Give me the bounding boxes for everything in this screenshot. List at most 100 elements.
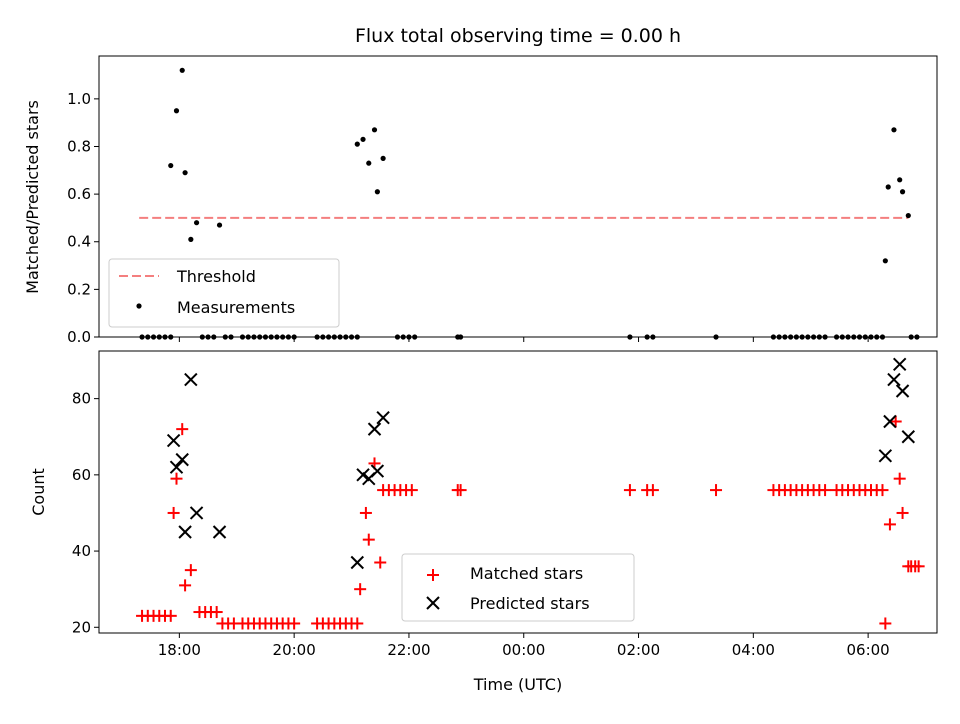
legend-measurements-swatch	[136, 303, 142, 309]
measurement-point	[891, 127, 897, 133]
measurement-point	[374, 189, 380, 195]
ratio-y-axis-label: Matched/Predicted stars	[23, 100, 42, 294]
matched-star-point	[359, 506, 372, 519]
legend-measurements-label: Measurements	[177, 298, 295, 317]
count-marks	[136, 357, 925, 630]
matched-star-point	[883, 518, 896, 531]
ratio-y-tick-label: 0.2	[67, 280, 91, 298]
matched-star-point	[362, 533, 375, 546]
count-y-tick-label: 80	[72, 390, 91, 408]
measurement-point	[216, 222, 223, 228]
count-y-tick-label: 60	[72, 466, 91, 484]
measurement-point	[897, 177, 903, 183]
count-y-tick-label: 20	[72, 618, 91, 636]
matched-star-point	[889, 415, 902, 428]
measurement-point	[168, 162, 174, 169]
ratio-y-tick-label: 0.6	[67, 185, 91, 203]
predicted-star-point	[350, 555, 364, 570]
matched-star-point	[179, 579, 192, 592]
measurement-point	[173, 108, 180, 114]
count-axis-ticks: 20 40 60 80 18:00 20:00 22:00 00:00 02:00 04:00 06…	[72, 390, 890, 659]
measurement-point	[371, 127, 378, 133]
matched-star-point	[164, 609, 177, 622]
measurement-point	[899, 189, 906, 195]
matched-star-point	[374, 556, 387, 569]
matched-star-point	[896, 506, 909, 519]
matched-star-point	[170, 472, 183, 485]
legend-predicted-swatch	[426, 596, 440, 610]
predicted-star-point	[178, 525, 192, 539]
predicted-star-point	[892, 357, 907, 372]
predicted-star-point	[356, 468, 370, 482]
measurement-point	[366, 160, 372, 166]
measurement-point	[188, 236, 194, 242]
measurement-point	[179, 67, 185, 73]
predicted-star-point	[883, 414, 897, 429]
chart-title: Flux total observing time = 0.00 h	[355, 25, 681, 47]
predicted-star-point	[367, 422, 382, 436]
count-y-tick-label: 40	[72, 542, 91, 560]
measurement-point	[885, 184, 891, 190]
predicted-star-point	[887, 372, 901, 387]
matched-star-point	[454, 484, 467, 497]
ratio-axes-frame	[98, 55, 938, 338]
ratio-y-tick-label: 1.0	[67, 90, 91, 108]
matched-star-point	[876, 484, 889, 497]
predicted-star-point	[376, 410, 390, 425]
predicted-star-point	[878, 449, 893, 463]
ratio-legend-box	[108, 258, 340, 328]
ratio-panel: 0.0 0.2 0.4 0.6 0.8 1.0 Matched/Predicted sta…	[23, 55, 938, 346]
matched-star-point	[288, 617, 301, 630]
x-tick-label: 18:00	[158, 641, 201, 659]
count-panel: 20 40 60 80 18:00 20:00 22:00 00:00 02:00 04:00 06…	[29, 350, 938, 694]
matched-star-point	[167, 506, 180, 519]
x-tick-label: 22:00	[387, 641, 430, 659]
legend-threshold-label: Threshold	[176, 267, 256, 286]
matched-star-point	[912, 560, 925, 573]
predicted-star-point	[166, 433, 181, 448]
matched-star-point	[646, 484, 659, 497]
matched-star-point	[879, 617, 892, 630]
matched-star-point	[893, 472, 906, 485]
ratio-legend: Threshold Measurements	[108, 258, 340, 328]
measurement-point	[882, 258, 888, 264]
matched-star-point	[176, 423, 189, 436]
x-tick-label: 20:00	[273, 641, 316, 659]
measurement-point	[354, 141, 360, 147]
x-tick-label: 02:00	[617, 641, 660, 659]
measurement-point	[182, 170, 188, 176]
predicted-star-point	[169, 460, 184, 474]
measurement-point	[905, 212, 911, 219]
matched-star-point	[623, 484, 636, 497]
predicted-star-point	[901, 430, 916, 444]
ratio-axis-ticks: 0.0 0.2 0.4 0.6 0.8 1.0	[67, 90, 869, 346]
matched-star-point	[405, 484, 418, 497]
measurement-point	[193, 220, 200, 226]
x-tick-label: 00:00	[502, 641, 545, 659]
legend-predicted-label: Predicted stars	[470, 594, 590, 613]
x-tick-label: 04:00	[732, 641, 775, 659]
ratio-y-tick-label: 0.0	[67, 328, 91, 346]
predicted-star-point	[189, 506, 204, 520]
matched-star-point	[184, 564, 197, 577]
x-tick-label: 06:00	[847, 641, 890, 659]
legend-matched-label: Matched stars	[470, 564, 583, 583]
x-axis-label: Time (UTC)	[473, 675, 562, 694]
count-legend-box	[401, 553, 635, 622]
measurement-point	[360, 136, 366, 142]
predicted-star-point	[175, 452, 189, 467]
ratio-y-tick-label: 0.8	[67, 137, 91, 155]
legend-matched-swatch	[427, 569, 439, 581]
matched-star-point	[351, 617, 364, 630]
predicted-star-point	[184, 372, 198, 387]
predicted-star-point	[370, 464, 385, 478]
predicted-star-point	[212, 525, 227, 539]
count-axes-frame	[98, 350, 938, 634]
matched-star-point	[354, 583, 367, 596]
count-legend: Matched stars Predicted stars	[401, 553, 635, 622]
matched-star-point	[819, 484, 832, 497]
predicted-star-point	[895, 384, 910, 398]
ratio-y-tick-label: 0.4	[67, 233, 91, 251]
measurement-point	[380, 155, 386, 161]
